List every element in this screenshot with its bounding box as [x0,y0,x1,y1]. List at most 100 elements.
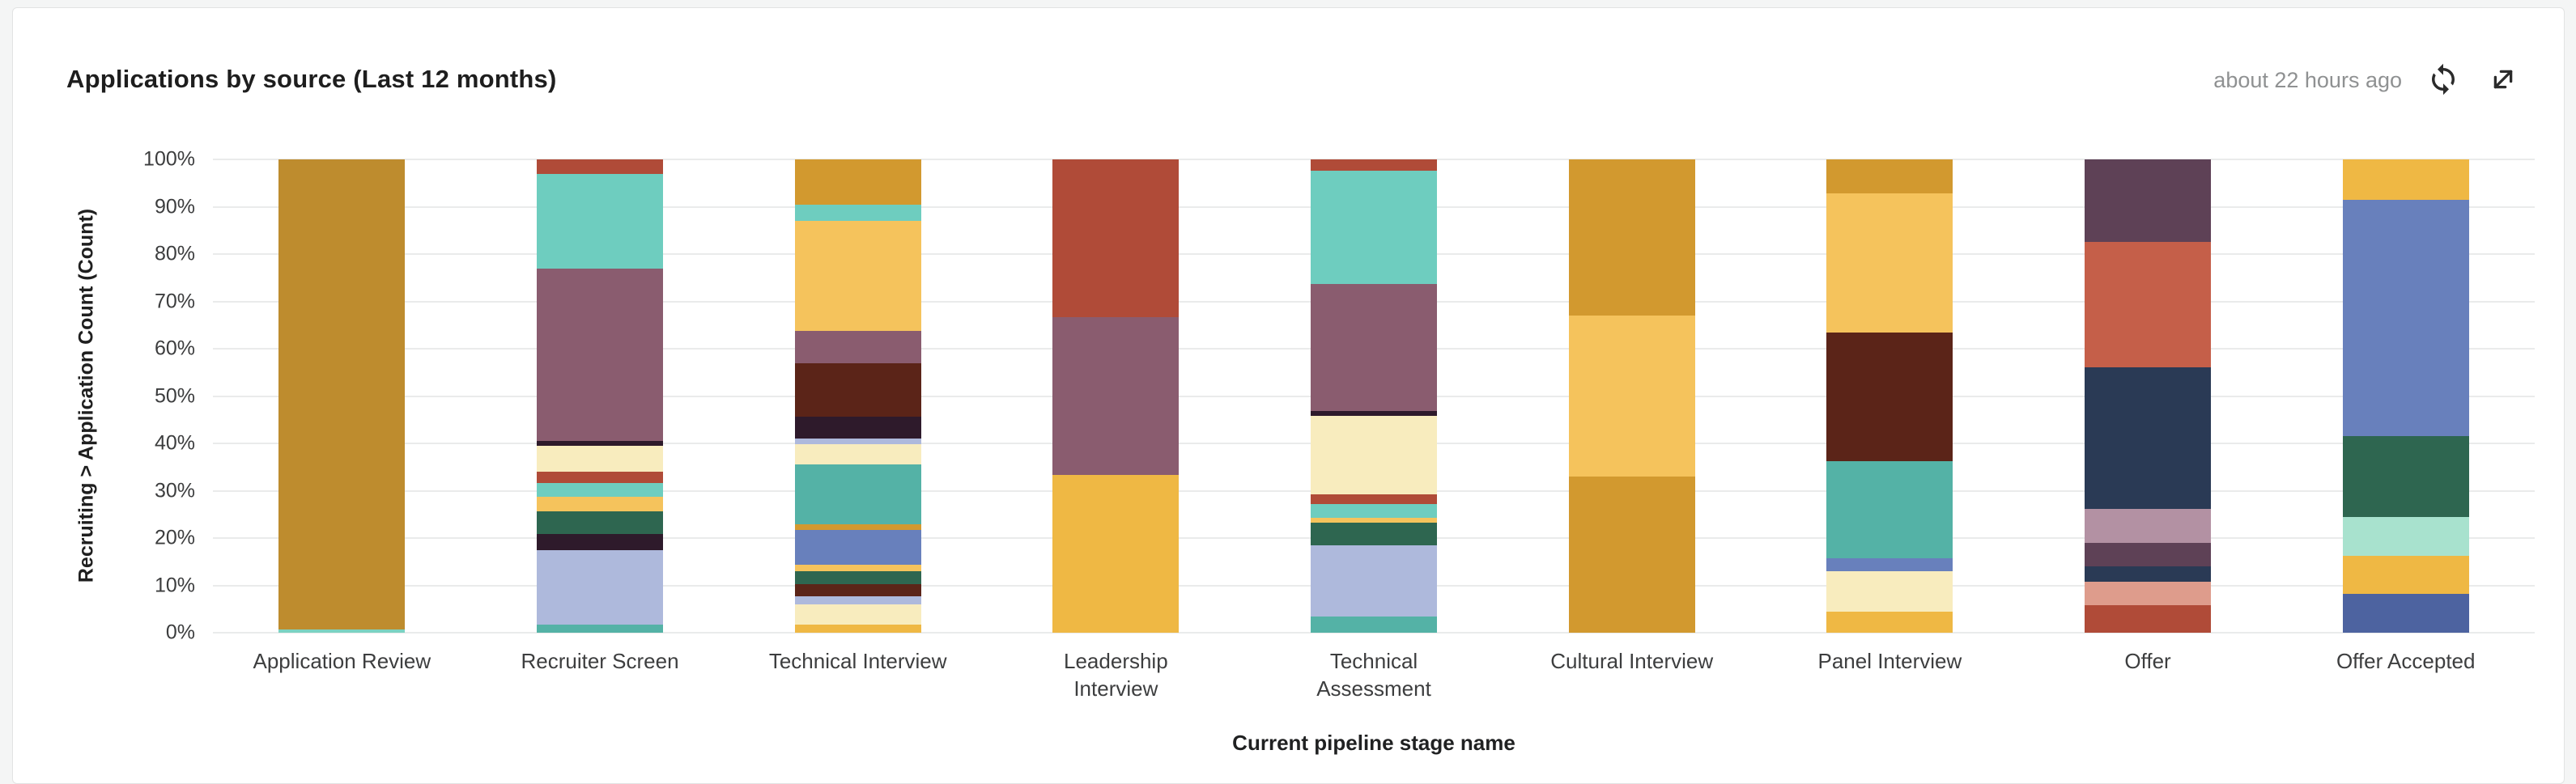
bar-segment-darkMaroon[interactable] [794,363,921,417]
stacked-bar-0[interactable] [278,159,406,633]
bar-segment-darkPurple[interactable] [537,441,663,446]
y-tick-label-40: 40% [154,431,195,455]
bar-slot [471,159,729,633]
stacked-bar-3[interactable] [1052,159,1180,633]
stacked-bar-6[interactable] [1826,159,1953,633]
bar-segment-rust[interactable] [1052,159,1180,317]
bar-segment-lightGold[interactable] [537,497,663,511]
bar-segment-green[interactable] [1311,522,1438,546]
bar-segment-salmon[interactable] [2085,582,2212,605]
bar-segment-plum[interactable] [2085,159,2212,243]
bars-container [213,159,2535,633]
bar-segment-rust[interactable] [1311,494,1438,504]
chart-title: Applications by source (Last 12 months) [66,65,557,93]
bar-segment-rust[interactable] [537,159,663,174]
bar-segment-goldenrod[interactable] [794,524,921,530]
bar-segment-periwinkle[interactable] [794,595,921,604]
expand-button[interactable] [2485,61,2522,99]
bar-slot [1503,159,1761,633]
bar-segment-lightGold[interactable] [794,565,921,571]
bar-segment-amber[interactable] [794,625,921,633]
stacked-bar-1[interactable] [537,159,663,633]
bar-segment-lightGold[interactable] [1311,518,1438,523]
bar-segment-amber[interactable] [2342,556,2469,595]
bar-segment-cream[interactable] [537,445,663,473]
x-tick-label: Technical Interview [768,649,947,673]
bar-segment-lightGold[interactable] [794,221,921,332]
bar-segment-teal[interactable] [1311,503,1438,519]
bar-segment-mint[interactable] [2342,517,2469,557]
bar-segment-tealDark[interactable] [537,625,663,633]
bar-segment-teal[interactable] [537,483,663,498]
bar-segment-goldenrod[interactable] [1568,476,1695,633]
bar-segment-goldenrod[interactable] [794,159,921,205]
bar-segment-tealLight[interactable] [278,629,406,633]
bar-segment-navy[interactable] [2085,566,2212,583]
stacked-bar-5[interactable] [1568,159,1695,633]
bar-segment-goldenrod[interactable] [1568,159,1695,316]
stacked-bar-7[interactable] [2085,159,2212,633]
bar-segment-amber[interactable] [1052,475,1180,633]
bar-segment-lightGold[interactable] [1826,193,1953,333]
bar-segment-green[interactable] [537,511,663,534]
bar-segment-periwinkle[interactable] [1311,545,1438,617]
refresh-button[interactable] [2425,61,2462,99]
bar-segment-rust[interactable] [1311,159,1438,172]
bar-segment-periwinkle[interactable] [537,549,663,625]
bar-segment-blue[interactable] [794,529,921,566]
bar-segment-tealDark[interactable] [794,464,921,525]
bar-segment-terracotta[interactable] [2085,242,2212,367]
bar-segment-tealDark[interactable] [1826,461,1953,559]
bar-segment-lightGold[interactable] [1568,316,1695,477]
bar-segment-cream[interactable] [794,604,921,625]
bar-segment-goldenrod[interactable] [1826,159,1953,194]
x-tick-label: Panel Interview [1817,649,1962,673]
bar-segment-teal[interactable] [794,204,921,222]
bar-segment-rust[interactable] [537,472,663,484]
chart-card: Applications by source (Last 12 months) … [12,7,2565,784]
bar-segment-periwinkle[interactable] [794,438,921,444]
x-tick-label: Cultural Interview [1550,649,1714,673]
bar-segment-navy[interactable] [2085,367,2212,510]
bar-segment-mauve[interactable] [1052,316,1180,476]
bar-segment-darkPurple[interactable] [794,416,921,439]
stacked-bar-2[interactable] [794,159,921,633]
bar-segment-plum[interactable] [2085,543,2212,566]
bar-segment-amber[interactable] [2342,159,2469,200]
x-tick-label: Offer Accepted [2336,649,2476,673]
bar-segment-pinkMauve[interactable] [2085,509,2212,544]
bar-segment-mauve[interactable] [537,268,663,442]
x-axis-title: Current pipeline stage name [1232,731,1515,755]
bar-segment-cream[interactable] [794,443,921,465]
stacked-bar-8[interactable] [2342,159,2469,633]
bar-segment-amber[interactable] [1826,611,1953,633]
x-tick-label: Leadership Interview [1064,649,1168,701]
bar-segment-darkMaroon[interactable] [1826,332,1953,462]
y-tick-label-30: 30% [154,479,195,502]
bar-slot [729,159,987,633]
bar-slot [1761,159,2019,633]
bar-segment-darkMaroon[interactable] [794,583,921,596]
bar-segment-darkPurple[interactable] [1311,411,1438,417]
bar-segment-cream[interactable] [1826,570,1953,612]
y-tick-label-60: 60% [154,337,195,360]
bar-segment-mauve[interactable] [794,331,921,364]
bar-segment-blue[interactable] [2342,199,2469,436]
bar-segment-rust[interactable] [2085,604,2212,633]
bar-segment-teal[interactable] [1311,171,1438,284]
bar-segment-teal[interactable] [537,173,663,269]
bar-segment-darkPurple[interactable] [537,533,663,550]
bar-segment-cream[interactable] [1311,416,1438,494]
refresh-icon [2426,62,2460,99]
y-tick-label-70: 70% [154,290,195,312]
bar-segment-darkBlue[interactable] [2342,594,2469,633]
bar-slot [987,159,1245,633]
bar-segment-tealDark[interactable] [1311,616,1438,633]
stacked-bar-4[interactable] [1311,159,1438,633]
bar-segment-mauve[interactable] [1311,283,1438,412]
bar-segment-green[interactable] [794,571,921,584]
bar-segment-darkGoldenrod[interactable] [278,159,406,629]
bar-segment-blue[interactable] [1826,558,1953,571]
gridline-0 [213,632,2535,634]
bar-segment-green[interactable] [2342,435,2469,518]
